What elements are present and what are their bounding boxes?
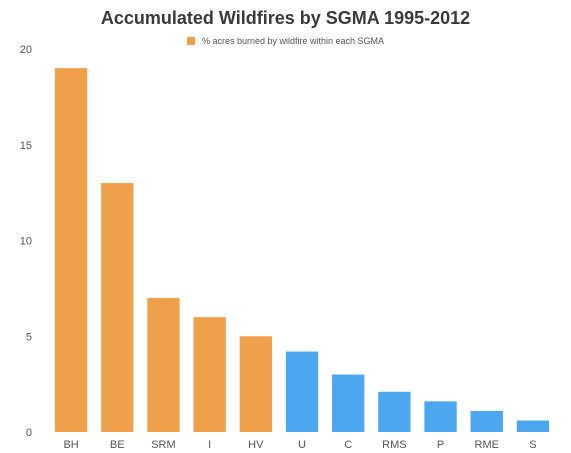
- bar-group: U: [285, 351, 319, 451]
- y-tick-label: 0: [26, 427, 32, 439]
- y-tick-label: 5: [26, 331, 32, 343]
- chart-title: Accumulated Wildfires by SGMA 1995-2012: [100, 8, 471, 28]
- y-tick-label: 10: [20, 236, 32, 248]
- x-tick-label: RMS: [382, 439, 406, 451]
- x-tick-label: U: [298, 439, 306, 451]
- bar-group: SRM: [147, 297, 180, 451]
- x-tick-label: SRM: [151, 439, 175, 451]
- bar-c: [332, 374, 365, 432]
- x-tick-label: S: [529, 439, 536, 451]
- bar-bh: [54, 68, 88, 433]
- legend-swatch: [186, 37, 195, 45]
- x-tick-label: BE: [110, 439, 125, 451]
- bar-group: S: [516, 420, 550, 451]
- x-tick-label: HV: [248, 439, 264, 451]
- bar-be: [101, 183, 134, 432]
- x-tick-label: RME: [475, 439, 499, 451]
- bar-s: [516, 420, 550, 432]
- bar-p: [424, 401, 457, 432]
- x-tick-label: C: [344, 439, 352, 451]
- bar-group: RMS: [378, 391, 411, 451]
- bar-hv: [239, 336, 272, 432]
- x-tick-label: P: [437, 439, 444, 451]
- bar-rms: [378, 391, 411, 432]
- bar-group: I: [193, 317, 226, 451]
- bar-group: RME: [470, 410, 503, 451]
- y-tick-label: 15: [20, 140, 32, 152]
- legend-label: % acres burned by wildfire within each S…: [201, 36, 385, 46]
- bar-group: BE: [101, 183, 134, 451]
- chart-legend: % acres burned by wildfire within each S…: [0, 36, 571, 46]
- y-tick-label: 20: [20, 44, 32, 56]
- bar-srm: [147, 297, 180, 432]
- x-tick-label: I: [208, 439, 211, 451]
- bar-group: P: [424, 401, 457, 451]
- bar-group: HV: [239, 336, 272, 451]
- bar-rme: [470, 410, 503, 432]
- bar-i: [193, 317, 226, 432]
- bar-group: BH: [54, 68, 88, 451]
- bar-u: [285, 351, 319, 432]
- bar-group: C: [332, 374, 365, 451]
- x-tick-label: BH: [63, 439, 78, 451]
